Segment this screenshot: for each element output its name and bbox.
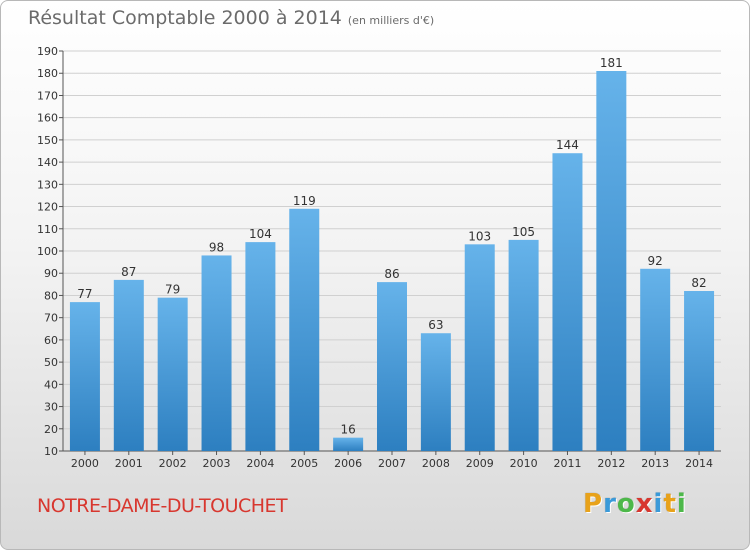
value-label-2006: 16: [340, 423, 355, 437]
value-label-2004: 104: [249, 227, 272, 241]
chart-subtitle: (en milliers d'€): [347, 14, 435, 27]
y-tick-label: 150: [37, 134, 58, 147]
x-tick-label-2005: 2005: [290, 457, 318, 470]
logo-letter: o: [616, 489, 636, 519]
value-label-2000: 77: [77, 287, 92, 301]
bar-2011: [552, 153, 583, 451]
bar-2001: [113, 279, 144, 451]
logo-letter: i: [676, 489, 687, 519]
x-tick-label-2002: 2002: [159, 457, 187, 470]
value-labels: 77 87 79 98 104 119 16 86 63 103 105 144 181 92 82: [77, 56, 706, 437]
value-label-2009: 103: [468, 229, 491, 243]
bar-2009: [464, 244, 495, 451]
value-label-2013: 92: [648, 254, 663, 268]
chart-title: Résultat Comptable 2000 à 2014 (en millie…: [28, 7, 434, 29]
y-tick-label: 160: [37, 112, 58, 125]
x-tick-label-2006: 2006: [334, 457, 362, 470]
y-tick-label: 190: [37, 45, 58, 58]
bar-2004: [245, 242, 276, 451]
value-label-2005: 119: [293, 194, 316, 208]
y-tick-label: 40: [44, 378, 58, 391]
x-tick-label-2001: 2001: [115, 457, 143, 470]
y-tick-label: 80: [44, 289, 58, 302]
y-tick-label: 140: [37, 156, 58, 169]
x-tick-label-2013: 2013: [641, 457, 669, 470]
value-label-2008: 63: [428, 318, 443, 332]
proxiti-logo[interactable]: Proxiti: [583, 489, 687, 519]
y-tick-label: 60: [44, 334, 58, 347]
value-label-2003: 98: [209, 240, 224, 254]
value-label-2014: 82: [691, 276, 706, 290]
x-tick-label-2003: 2003: [203, 457, 231, 470]
y-tick-label: 180: [37, 67, 58, 80]
x-tick-label-2004: 2004: [246, 457, 274, 470]
bar-2006: [333, 437, 364, 451]
value-label-2011: 144: [556, 138, 579, 152]
bar-2000: [69, 302, 100, 451]
x-tick-label-2008: 2008: [422, 457, 450, 470]
bar-2003: [201, 255, 232, 451]
y-tick-label: 30: [44, 401, 58, 414]
bars: [69, 71, 715, 451]
bar-2008: [420, 333, 451, 451]
y-tick-label: 130: [37, 178, 58, 191]
bar-2002: [157, 297, 188, 451]
y-tick-label: 90: [44, 267, 58, 280]
x-tick-label-2007: 2007: [378, 457, 406, 470]
value-label-2012: 181: [600, 56, 623, 70]
x-tick-label-2012: 2012: [597, 457, 625, 470]
x-tick-labels: 2000 2001 2002 2003 2004 2005 2006 2007 2008 2009…: [71, 457, 713, 470]
bar-2005: [289, 208, 320, 451]
x-tick-label-2011: 2011: [553, 457, 581, 470]
y-tick-label: 110: [37, 223, 58, 236]
x-tick-label-2009: 2009: [466, 457, 494, 470]
logo-letter: x: [635, 489, 654, 519]
value-label-2002: 79: [165, 283, 180, 297]
y-tick-label: 50: [44, 356, 58, 369]
bar-2014: [684, 291, 715, 451]
bar-2010: [508, 239, 539, 451]
value-label-2010: 105: [512, 225, 535, 239]
title-text: Résultat Comptable 2000 à 2014: [28, 7, 342, 29]
y-tick-label: 100: [37, 245, 58, 258]
logo-letter: t: [663, 489, 677, 519]
y-tick-label: 70: [44, 312, 58, 325]
y-tick-label: 10: [44, 445, 58, 458]
bar-2013: [640, 268, 671, 451]
y-tick-labels: 10 20 30 40 50 60 70 80 90 100 110 120 130 140 150 160 1…: [37, 45, 58, 458]
bar-2012: [596, 71, 627, 451]
value-label-2001: 87: [121, 265, 136, 279]
logo-letter: i: [653, 489, 664, 519]
logo-letter: r: [603, 489, 617, 519]
y-tick-label: 120: [37, 201, 58, 214]
y-tick-label: 170: [37, 89, 58, 102]
x-tick-label-2010: 2010: [510, 457, 538, 470]
municipality-name: NOTRE-DAME-DU-TOUCHET: [37, 495, 288, 517]
y-tick-label: 20: [44, 423, 58, 436]
bar-2007: [377, 282, 407, 451]
logo-letter: P: [583, 489, 604, 519]
x-tick-label-2000: 2000: [71, 457, 99, 470]
x-tick-label-2014: 2014: [685, 457, 713, 470]
value-label-2007: 86: [384, 267, 399, 281]
